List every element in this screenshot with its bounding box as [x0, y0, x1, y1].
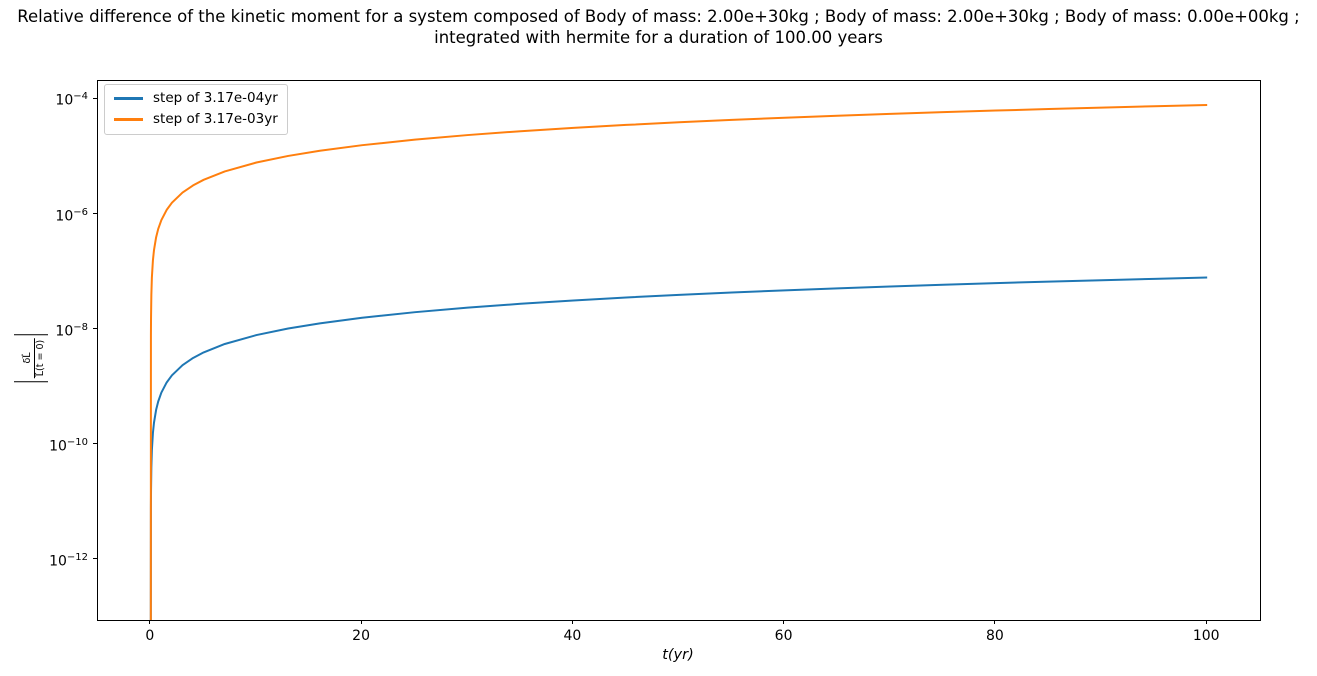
y-axis-label: δL⃗ L⃗(t = 0) [14, 333, 48, 383]
y-tick-label: 10−12 [49, 551, 88, 570]
x-tick-mark [783, 620, 785, 624]
chart-title-line-1: Relative difference of the kinetic momen… [17, 7, 1300, 26]
y-tick-mark [93, 213, 97, 214]
x-tick-mark [571, 620, 573, 624]
series-line-0 [149, 276, 1208, 620]
x-tick-mark [1205, 620, 1207, 624]
y-tick-label: 10−4 [55, 91, 88, 110]
x-tick-label: 0 [145, 628, 155, 644]
y-tick-label: 10−6 [55, 206, 88, 225]
legend-label: step of 3.17e-03yr [153, 111, 278, 127]
x-tick-label: 60 [774, 628, 793, 644]
series-line-1 [149, 103, 1208, 620]
x-tick-mark [360, 620, 362, 624]
x-axis-label: t(yr) [662, 647, 694, 663]
y-tick-mark [93, 328, 97, 329]
legend-item-step-3-17e-04: step of 3.17e-04yr [114, 90, 278, 107]
chart-title: Relative difference of the kinetic momen… [0, 6, 1317, 48]
legend-line-sample-orange [114, 118, 143, 121]
y-axis-label-numerator: δL⃗ [22, 352, 33, 364]
x-tick-label: 100 [1192, 628, 1220, 644]
x-tick-label: 40 [563, 628, 582, 644]
legend-label: step of 3.17e-04yr [153, 90, 278, 106]
y-tick-mark [93, 97, 97, 99]
legend[interactable]: step of 3.17e-04yr step of 3.17e-03yr [104, 84, 288, 135]
curves-svg [149, 103, 1208, 620]
x-tick-label: 20 [352, 628, 370, 644]
x-tick-label: 80 [985, 628, 1004, 644]
chart-title-line-2: integrated with hermite for a duration o… [434, 28, 883, 47]
y-tick-mark [93, 443, 97, 445]
y-tick-mark [93, 558, 97, 560]
legend-line-sample-blue [114, 97, 143, 100]
plot-area: step of 3.17e-04yr step of 3.17e-03yr [97, 80, 1261, 621]
y-tick-label: 10−8 [55, 321, 88, 340]
x-tick-mark [149, 620, 151, 624]
y-tick-label: 10−10 [49, 436, 88, 455]
legend-item-step-3-17e-03: step of 3.17e-03yr [114, 111, 278, 128]
x-tick-mark [994, 620, 996, 624]
y-axis-label-denominator: L⃗(t = 0) [34, 337, 47, 379]
y-axis-label-fraction: δL⃗ L⃗(t = 0) [22, 337, 47, 379]
